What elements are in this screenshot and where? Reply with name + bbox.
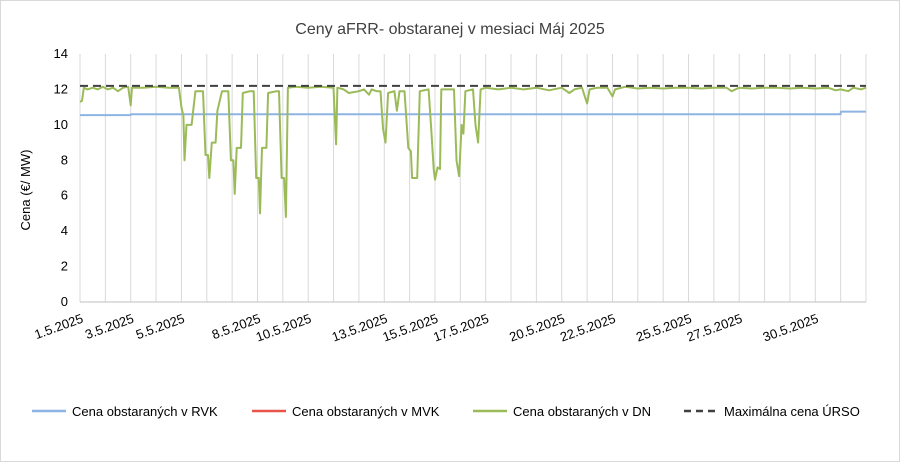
x-tick-label: 8.5.2025 xyxy=(210,311,263,342)
y-tick-label: 12 xyxy=(54,81,68,96)
y-tick-label: 0 xyxy=(61,294,68,309)
y-tick-label: 6 xyxy=(61,188,68,203)
series-line xyxy=(79,85,867,218)
x-tick-label: 3.5.2025 xyxy=(83,311,136,342)
x-tick-label: 15.5.2025 xyxy=(381,311,440,345)
x-tick-label: 22.5.2025 xyxy=(558,311,617,345)
y-tick-label: 2 xyxy=(61,259,68,274)
legend: Cena obstaraných v RVK Cena obstaraných v… xyxy=(32,404,860,419)
x-tick-label: 20.5.2025 xyxy=(507,311,566,345)
y-tick-label: 14 xyxy=(54,46,68,61)
x-tick-label: 13.5.2025 xyxy=(330,311,389,345)
x-tick-label: 1.5.2025 xyxy=(32,311,85,342)
x-tick-label: 17.5.2025 xyxy=(431,311,490,345)
chart-title: Ceny aFRR- obstaranej v mesiaci Máj 2025 xyxy=(295,21,605,38)
series-group xyxy=(79,84,867,218)
x-tick-label: 27.5.2025 xyxy=(685,311,744,345)
y-axis-label: Cena (€/ MW) xyxy=(18,150,33,231)
x-tick-label: 5.5.2025 xyxy=(134,311,187,342)
y-tick-label: 8 xyxy=(61,152,68,167)
legend-entry: Cena obstaraných v RVK xyxy=(72,404,218,419)
x-tick-label: 30.5.2025 xyxy=(761,311,820,345)
series-line xyxy=(80,110,866,117)
legend-entry: Cena obstaraných v DN xyxy=(513,404,651,419)
x-tick-label: 25.5.2025 xyxy=(634,311,693,345)
y-tick-label: 4 xyxy=(61,223,68,238)
grid-lines xyxy=(79,54,867,303)
x-tick-label: 10.5.2025 xyxy=(254,311,313,345)
legend-entry: Maximálna cena ÚRSO xyxy=(724,404,860,419)
y-axis-ticks: 0 2 4 6 8 10 12 14 xyxy=(54,46,68,309)
legend-entry: Cena obstaraných v MVK xyxy=(292,404,440,419)
y-tick-label: 10 xyxy=(54,117,68,132)
